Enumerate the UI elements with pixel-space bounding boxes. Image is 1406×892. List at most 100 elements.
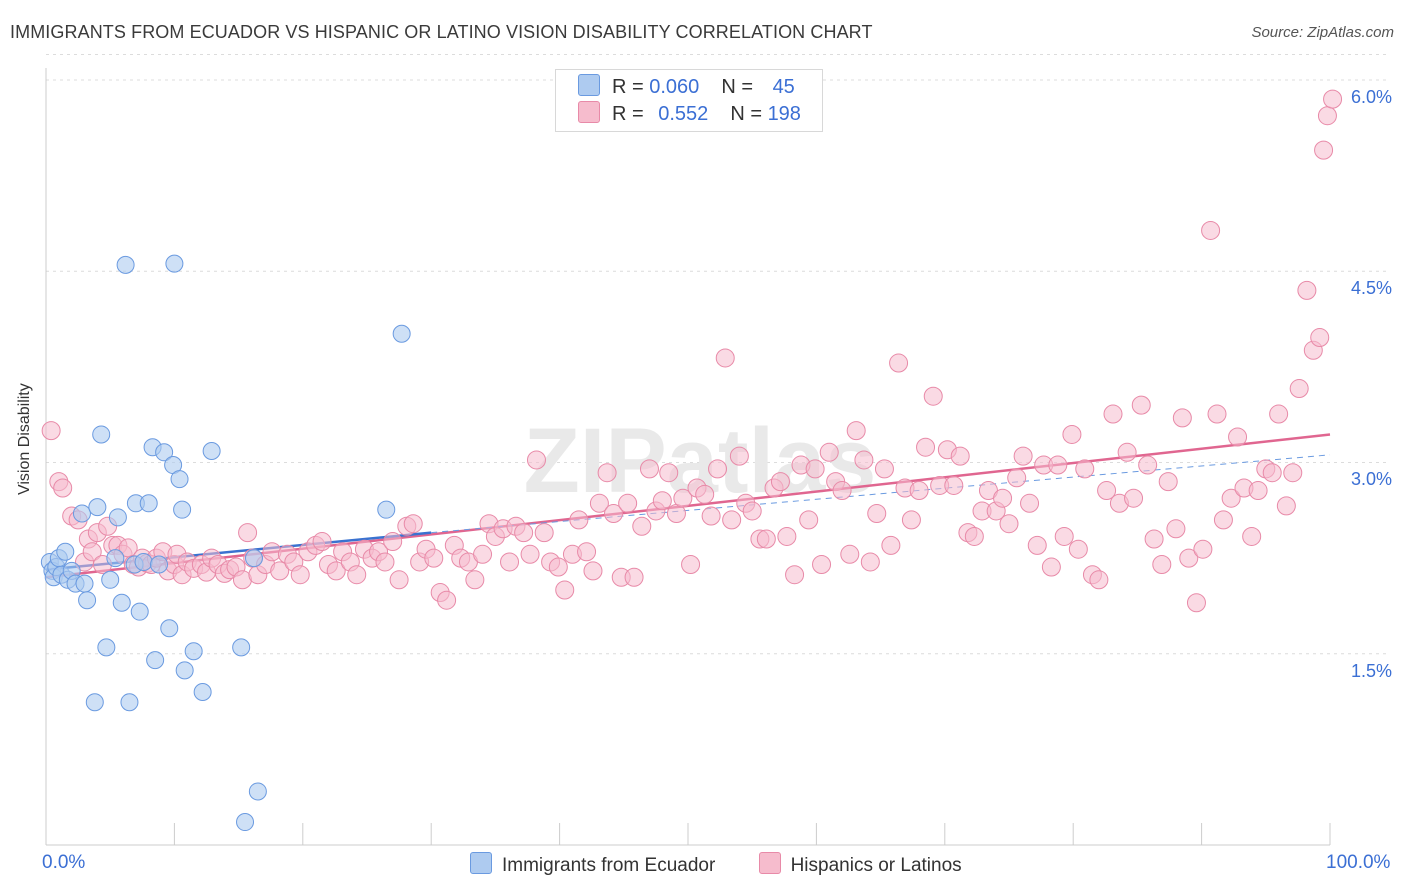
data-point-hispanic bbox=[867, 504, 887, 523]
series-hispanics-points bbox=[41, 89, 1343, 613]
chart-title: IMMIGRANTS FROM ECUADOR VS HISPANIC OR L… bbox=[10, 22, 873, 42]
data-point-hispanic bbox=[1297, 280, 1317, 300]
legend-n-value: 198 bbox=[767, 103, 801, 125]
data-point-hispanic bbox=[1310, 328, 1330, 348]
data-point-hispanic bbox=[53, 478, 73, 498]
data-point-hispanic bbox=[1041, 557, 1061, 577]
data-point-hispanic bbox=[1020, 493, 1040, 513]
data-point-hispanic bbox=[1166, 519, 1186, 539]
data-point-hispanic bbox=[514, 523, 534, 543]
data-point-hispanic bbox=[681, 555, 701, 574]
data-point-hispanic bbox=[840, 544, 860, 564]
data-point-hispanic bbox=[993, 488, 1013, 508]
data-point-hispanic bbox=[270, 561, 290, 581]
data-point-ecuador bbox=[139, 494, 158, 513]
data-point-hispanic bbox=[569, 510, 589, 530]
data-point-hispanic bbox=[639, 459, 659, 479]
data-point-hispanic bbox=[597, 463, 617, 483]
data-point-ecuador bbox=[155, 443, 174, 462]
data-point-hispanic bbox=[604, 504, 624, 523]
data-point-hispanic bbox=[520, 544, 540, 564]
data-point-hispanic bbox=[389, 570, 409, 590]
data-point-ecuador bbox=[193, 683, 212, 701]
data-point-ecuador bbox=[146, 651, 165, 670]
data-point-hispanic bbox=[964, 526, 984, 546]
data-point-ecuador bbox=[112, 593, 131, 612]
data-point-hispanic bbox=[785, 565, 805, 585]
data-point-ecuador bbox=[108, 508, 127, 527]
x-tick-label-max: 100.0% bbox=[1326, 852, 1391, 873]
data-point-hispanic bbox=[722, 510, 742, 530]
data-point-hispanic bbox=[881, 535, 901, 555]
data-point-hispanic bbox=[708, 459, 728, 479]
data-point-hispanic bbox=[673, 488, 693, 508]
data-point-ecuador bbox=[175, 661, 194, 680]
data-point-hispanic bbox=[1062, 424, 1082, 444]
y-tick-label: 4.5% bbox=[1351, 278, 1393, 298]
data-point-hispanic bbox=[1172, 408, 1192, 428]
data-point-hispanic bbox=[1228, 427, 1248, 447]
x-tick-label-min: 0.0% bbox=[42, 852, 86, 873]
data-point-hispanic bbox=[583, 561, 603, 581]
data-point-hispanic bbox=[832, 481, 852, 501]
legend-row-ecuador: R = 0.060 N = 45 bbox=[578, 74, 795, 100]
data-point-hispanic bbox=[1248, 481, 1268, 501]
data-point-hispanic bbox=[777, 526, 797, 546]
data-point-hispanic bbox=[1054, 526, 1074, 546]
data-point-ecuador bbox=[88, 498, 107, 517]
data-point-hispanic bbox=[1117, 442, 1137, 462]
data-point-hispanic bbox=[729, 446, 749, 466]
data-point-hispanic bbox=[1213, 510, 1233, 530]
legend-item-ecuador: Immigrants from Ecuador bbox=[470, 852, 715, 877]
data-point-hispanic bbox=[589, 493, 609, 513]
data-point-hispanic bbox=[799, 510, 819, 530]
legend-r-label: R = bbox=[612, 76, 650, 98]
y-tick-label: 6.0% bbox=[1351, 87, 1393, 107]
data-point-hispanic bbox=[1323, 89, 1343, 109]
legend-label: Immigrants from Ecuador bbox=[502, 855, 716, 876]
data-point-ecuador bbox=[72, 504, 91, 523]
data-point-hispanic bbox=[1242, 526, 1262, 546]
swatch-blue bbox=[470, 852, 492, 874]
data-point-hispanic bbox=[1124, 488, 1144, 508]
data-point-hispanic bbox=[770, 472, 790, 492]
data-point-hispanic bbox=[1201, 220, 1221, 240]
data-point-hispanic bbox=[1075, 459, 1095, 479]
data-point-hispanic bbox=[1283, 463, 1303, 483]
data-point-ecuador bbox=[173, 500, 192, 519]
data-point-ecuador bbox=[149, 555, 168, 574]
data-point-ecuador bbox=[245, 549, 264, 568]
swatch-pink bbox=[758, 852, 781, 874]
legend-r-value: 0.552 bbox=[658, 103, 709, 125]
data-point-hispanic bbox=[889, 353, 909, 373]
data-point-ecuador bbox=[75, 574, 94, 593]
data-point-ecuador bbox=[232, 638, 251, 657]
legend-swatch-blue bbox=[578, 74, 600, 96]
data-point-hispanic bbox=[473, 544, 493, 564]
data-point-hispanic bbox=[383, 532, 403, 552]
data-point-hispanic bbox=[632, 516, 652, 536]
legend-swatch-pink bbox=[578, 101, 600, 123]
data-point-ecuador bbox=[78, 591, 97, 610]
legend-n-label: N = bbox=[730, 103, 768, 125]
data-point-hispanic bbox=[82, 542, 102, 562]
data-point-hispanic bbox=[577, 542, 597, 562]
legend-n-label: N = bbox=[721, 76, 759, 98]
data-point-hispanic bbox=[909, 481, 929, 501]
data-point-ecuador bbox=[116, 255, 135, 274]
data-point-ecuador bbox=[392, 324, 411, 343]
data-point-hispanic bbox=[424, 548, 444, 568]
data-point-ecuador bbox=[56, 542, 75, 561]
data-point-ecuador bbox=[160, 619, 179, 638]
data-point-hispanic bbox=[1048, 455, 1068, 475]
data-point-hispanic bbox=[1138, 455, 1158, 475]
data-point-hispanic bbox=[1144, 529, 1164, 549]
data-point-hispanic bbox=[1158, 472, 1178, 492]
legend-row-hispanic: R = 0.552 N = 198 bbox=[578, 101, 801, 127]
data-point-hispanic bbox=[1262, 463, 1282, 483]
data-point-hispanic bbox=[1276, 496, 1296, 516]
series-ecuador-points bbox=[40, 254, 411, 832]
data-point-hispanic bbox=[901, 510, 921, 530]
data-point-hispanic bbox=[805, 459, 825, 479]
